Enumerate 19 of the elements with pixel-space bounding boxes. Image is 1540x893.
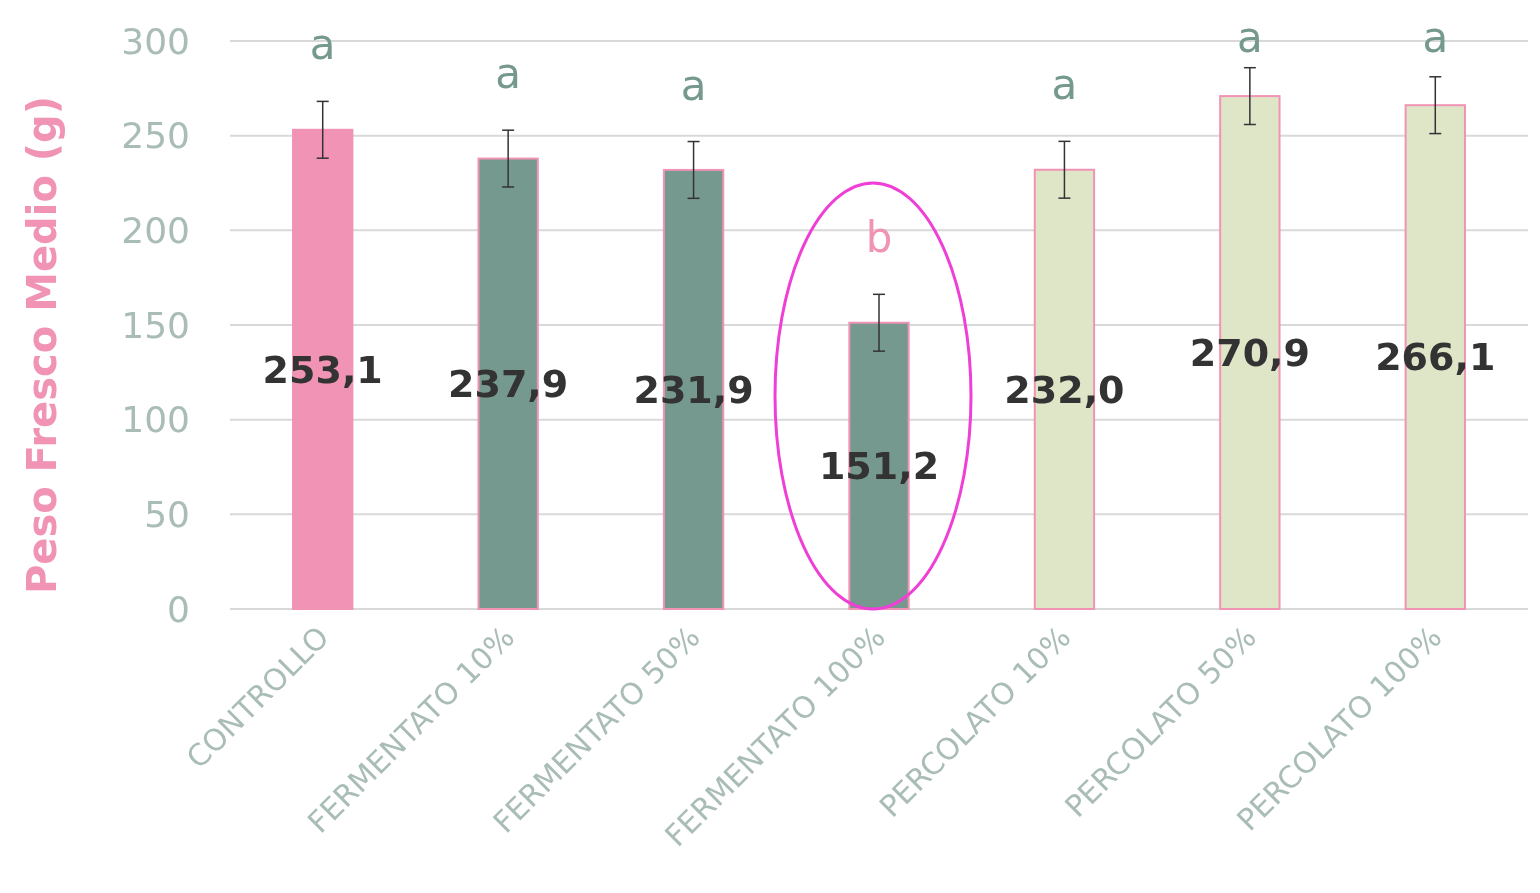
data-label: 266,1 xyxy=(1375,335,1496,380)
y-tick-label: 250 xyxy=(121,115,190,157)
y-tick-label: 150 xyxy=(121,304,190,346)
y-tick-label: 100 xyxy=(121,399,190,441)
y-tick-label: 0 xyxy=(167,588,190,630)
data-label: 270,9 xyxy=(1189,330,1310,375)
annotation: a xyxy=(1051,60,1078,110)
y-tick-label: 50 xyxy=(144,493,190,535)
data-label: 231,9 xyxy=(633,367,754,412)
annotation: a xyxy=(495,49,522,99)
y-axis-title: Peso Fresco Medio (g) xyxy=(19,95,65,595)
y-tick-label: 200 xyxy=(121,209,190,251)
annotation: b xyxy=(865,213,893,263)
annotation: a xyxy=(309,20,336,70)
annotation: a xyxy=(1236,13,1263,62)
y-tick-label: 300 xyxy=(121,20,190,62)
data-label: 232,0 xyxy=(1004,367,1125,412)
annotation: a xyxy=(1422,13,1449,62)
annotation: a xyxy=(680,60,707,110)
